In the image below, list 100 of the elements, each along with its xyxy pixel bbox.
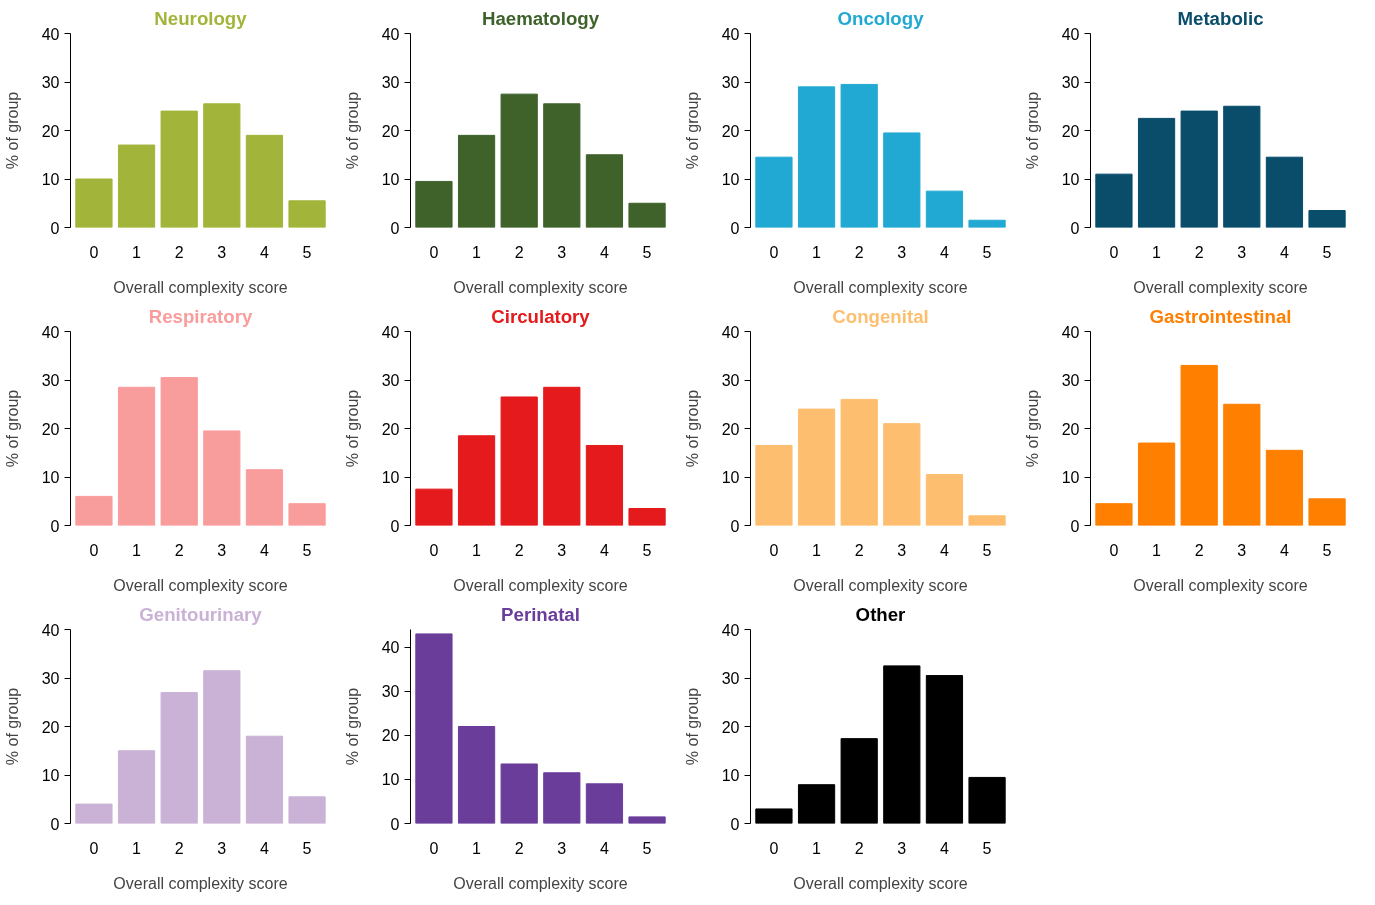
y-tick-label: 40 [1061,25,1080,43]
y-tick-label: 10 [381,469,400,486]
x-tick-label: 0 [1109,243,1119,261]
y-tick-label: 10 [381,771,400,789]
x-tick-label: 0 [89,839,99,857]
x-tick-label: 3 [897,243,907,261]
y-tick-label: 40 [721,323,740,341]
x-axis-title: Overall complexity score [453,874,628,892]
x-tick-label: 2 [514,243,524,261]
x-tick-label: 3 [217,541,227,559]
y-tick-label: 20 [721,122,740,140]
x-axis-title: Overall complexity score [113,278,288,296]
x-tick-label: 1 [1152,541,1162,559]
x-tick-label: 2 [174,541,184,559]
x-axis-title: Overall complexity score [1133,576,1308,594]
y-tick-label: 0 [390,517,400,535]
chart-title: Gastrointestinal [1149,305,1292,327]
x-tick-label: 4 [939,839,949,857]
y-tick-label: 20 [721,420,740,438]
x-tick-label: 5 [302,541,312,559]
y-tick-label: 30 [381,74,400,91]
x-tick-label: 1 [132,839,142,857]
x-axis-title: Overall complexity score [113,874,288,892]
y-tick-label: 40 [41,621,60,639]
x-tick-label: 5 [982,243,992,261]
x-tick-label: 4 [939,243,949,261]
y-tick-label: 20 [381,420,400,438]
x-axis-title: Overall complexity score [113,576,288,594]
x-axis-title: Overall complexity score [453,278,628,296]
y-tick-label: 10 [1061,171,1080,188]
x-tick-label: 4 [1279,541,1289,559]
x-tick-label: 1 [812,541,822,559]
x-tick-label: 1 [132,243,142,261]
x-tick-label: 4 [599,839,609,857]
x-tick-label: 2 [174,243,184,261]
y-tick-label: 20 [381,122,400,140]
x-tick-label: 2 [1194,243,1204,261]
y-tick-label: 20 [381,727,400,745]
x-tick-label: 3 [557,243,567,261]
y-tick-label: 0 [730,517,740,535]
x-tick-label: 0 [769,839,779,857]
x-tick-label: 3 [217,243,227,261]
y-tick-label: 30 [721,74,740,91]
x-tick-label: 2 [514,541,524,559]
x-tick-label: 3 [1237,541,1247,559]
x-tick-label: 2 [854,541,864,559]
x-tick-label: 5 [302,839,312,857]
x-tick-label: 0 [769,541,779,559]
y-axis-title: % of group [3,389,21,468]
y-tick-label: 0 [50,815,60,833]
x-tick-label: 1 [472,541,482,559]
x-tick-label: 5 [302,243,312,261]
x-axis-title: Overall complexity score [793,874,968,892]
x-tick-label: 0 [89,541,99,559]
y-tick-label: 40 [381,639,400,657]
y-tick-label: 30 [41,74,60,91]
x-axis-title: Overall complexity score [1133,278,1308,296]
y-tick-label: 40 [41,323,60,341]
y-tick-label: 30 [41,670,60,687]
y-axis-title: % of group [683,389,701,468]
x-tick-label: 3 [897,839,907,857]
chart-title: Congenital [832,305,929,327]
y-axis-title: % of group [343,389,361,468]
y-axis-title: % of group [3,91,21,170]
chart-title: Metabolic [1177,7,1264,29]
y-axis-title: % of group [683,91,701,170]
y-tick-label: 10 [41,171,60,188]
x-tick-label: 4 [259,839,269,857]
chart-title: Other [855,603,906,625]
chart-title: Circulatory [491,305,591,327]
x-tick-label: 2 [514,839,524,857]
y-tick-label: 20 [41,122,60,140]
x-tick-label: 3 [557,541,567,559]
y-tick-label: 0 [390,815,400,833]
y-tick-label: 10 [41,767,60,784]
y-tick-label: 40 [721,25,740,43]
y-tick-label: 10 [721,171,740,188]
x-tick-label: 1 [1152,243,1162,261]
y-tick-label: 0 [50,219,60,237]
y-tick-label: 30 [721,670,740,687]
y-tick-label: 30 [381,372,400,389]
x-tick-label: 0 [429,541,439,559]
x-axis-title: Overall complexity score [793,576,968,594]
y-tick-label: 40 [381,323,400,341]
x-tick-label: 1 [812,839,822,857]
y-axis-title: % of group [1023,389,1041,468]
x-tick-label: 0 [429,243,439,261]
x-tick-label: 5 [982,839,992,857]
y-tick-label: 0 [730,219,740,237]
y-tick-label: 0 [50,517,60,535]
chart-title: Genitourinary [139,603,263,625]
x-tick-label: 5 [1322,541,1332,559]
y-tick-label: 20 [721,718,740,736]
y-tick-label: 10 [41,469,60,486]
chart-title: Respiratory [148,305,253,327]
x-tick-label: 4 [939,541,949,559]
x-tick-label: 4 [259,541,269,559]
chart-title: Perinatal [501,603,580,625]
y-tick-label: 30 [1061,74,1080,91]
x-tick-label: 4 [599,541,609,559]
